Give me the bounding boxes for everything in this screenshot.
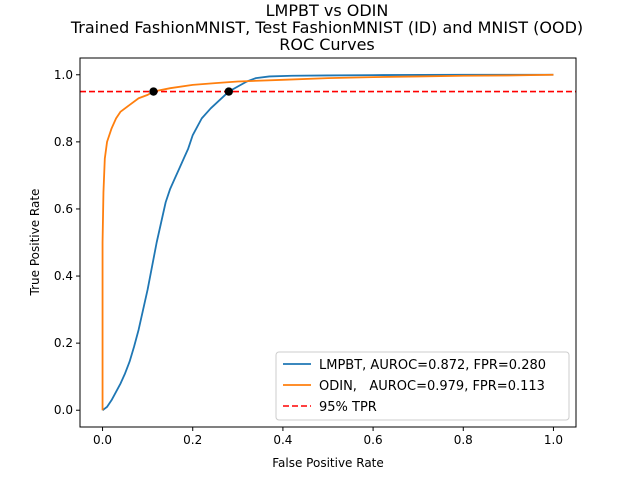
x-tick-label: 1.0	[544, 433, 563, 447]
x-tick-label: 0.6	[364, 433, 383, 447]
title-line-3: ROC Curves	[279, 35, 375, 54]
x-axis-ticks: 0.0 0.2 0.4 0.6 0.8 1.0	[93, 427, 563, 447]
threshold-marker-2	[224, 87, 233, 96]
y-tick-label: 0.0	[54, 403, 73, 417]
x-tick-label: 0.8	[454, 433, 473, 447]
y-tick-label: 0.4	[54, 269, 73, 283]
threshold-marker-1	[149, 87, 158, 96]
chart-title: LMPBT vs ODIN Trained FashionMNIST, Test…	[70, 1, 583, 54]
legend-label-lmpbt: LMPBT, AUROC=0.872, FPR=0.280	[319, 358, 546, 373]
legend-box	[275, 351, 570, 421]
y-axis-ticks: 0.0 0.2 0.4 0.6 0.8 1.0	[54, 68, 80, 417]
y-axis-label: True Positive Rate	[28, 189, 42, 297]
x-tick-label: 0.4	[273, 433, 292, 447]
series-line-lmpbt	[102, 73, 554, 411]
marker-layer	[149, 87, 233, 96]
plot-frame	[79, 57, 577, 428]
x-axis-label: False Positive Rate	[272, 456, 384, 470]
legend: LMPBT, AUROC=0.872, FPR=0.280 ODIN, AURO…	[275, 351, 570, 421]
y-tick-label: 0.2	[54, 336, 73, 350]
x-tick-label: 0.2	[183, 433, 202, 447]
y-tick-label: 0.8	[54, 135, 73, 149]
x-tick-label: 0.0	[93, 433, 112, 447]
title-line-2: Trained FashionMNIST, Test FashionMNIST …	[70, 18, 583, 37]
y-tick-label: 0.6	[54, 202, 73, 216]
title-line-1: LMPBT vs ODIN	[266, 1, 389, 20]
y-tick-label: 1.0	[54, 68, 73, 82]
legend-label-odin: ODIN, AUROC=0.979, FPR=0.113	[319, 379, 545, 394]
legend-label-95-tpr: 95% TPR	[319, 400, 377, 415]
